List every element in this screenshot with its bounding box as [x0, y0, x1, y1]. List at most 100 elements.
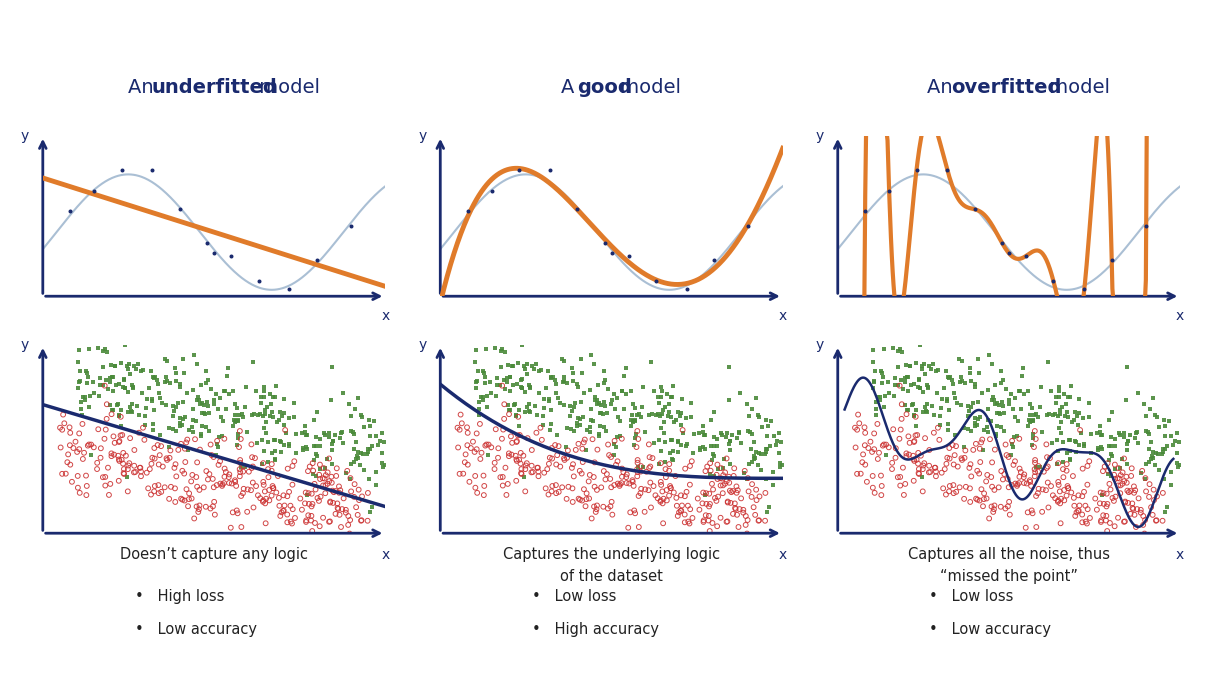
Point — [737, 514, 757, 526]
Point — [329, 481, 349, 492]
Point — [971, 457, 991, 468]
Point — [736, 519, 756, 530]
Text: y: y — [816, 129, 824, 143]
Point — [739, 458, 758, 469]
Point — [1069, 505, 1088, 516]
Point — [133, 365, 153, 376]
Point — [111, 357, 131, 368]
Point — [895, 372, 915, 383]
Point — [155, 482, 175, 493]
Point — [300, 461, 319, 472]
Point — [757, 507, 777, 518]
Point — [662, 412, 681, 423]
Point — [564, 376, 583, 387]
Point — [719, 438, 739, 450]
Point — [1081, 429, 1101, 440]
Point — [516, 460, 536, 471]
Point — [330, 484, 350, 496]
Point — [693, 430, 713, 441]
Point — [608, 456, 627, 467]
Point — [60, 440, 79, 451]
Point — [353, 449, 373, 460]
Point — [182, 469, 202, 480]
Point — [190, 484, 209, 496]
Point — [270, 407, 290, 418]
Point — [1033, 466, 1053, 477]
Point — [327, 463, 346, 474]
Point — [334, 493, 353, 504]
Point — [660, 391, 680, 402]
Point — [547, 387, 566, 398]
Point — [905, 378, 925, 390]
Point — [741, 443, 761, 454]
Point — [1040, 452, 1059, 464]
Point — [1043, 490, 1063, 501]
Point — [1136, 473, 1156, 484]
Point — [318, 467, 338, 478]
Point — [563, 462, 582, 473]
Point — [91, 452, 110, 464]
Point — [248, 490, 268, 501]
Point — [176, 437, 196, 448]
Point — [708, 491, 728, 503]
Point — [215, 543, 235, 554]
Point — [1014, 469, 1033, 480]
Point — [509, 164, 528, 176]
Point — [102, 360, 121, 371]
Point — [1002, 438, 1021, 449]
Point — [910, 383, 929, 394]
Point — [1098, 468, 1118, 480]
Point — [245, 408, 264, 420]
Point — [965, 381, 985, 392]
Point — [1095, 461, 1114, 472]
Point — [103, 385, 122, 396]
Point — [678, 284, 697, 295]
Point — [165, 483, 185, 494]
Point — [746, 484, 766, 496]
Point — [624, 440, 643, 451]
Point — [320, 516, 340, 527]
Point — [1123, 498, 1142, 509]
Point — [868, 453, 888, 464]
Point — [589, 429, 609, 440]
Text: y: y — [21, 338, 29, 352]
Point — [1030, 401, 1049, 413]
Point — [669, 436, 689, 447]
Point — [1074, 440, 1093, 451]
Point — [330, 433, 350, 444]
Point — [361, 420, 380, 431]
Point — [896, 447, 916, 459]
Point — [653, 404, 673, 415]
Point — [927, 366, 947, 377]
Point — [201, 383, 220, 395]
Point — [600, 500, 620, 512]
Point — [671, 439, 691, 450]
Point — [604, 438, 624, 449]
Point — [349, 392, 368, 404]
Point — [723, 485, 742, 496]
Point — [660, 447, 680, 459]
Point — [623, 475, 642, 486]
Point — [904, 475, 923, 487]
Point — [175, 367, 194, 378]
Point — [697, 461, 717, 472]
Point — [756, 474, 775, 485]
Point — [527, 409, 547, 420]
Point — [707, 521, 726, 532]
Point — [623, 476, 642, 487]
Point — [109, 436, 128, 447]
Point — [190, 504, 209, 515]
Point — [701, 415, 720, 426]
Point — [855, 427, 874, 438]
Point — [700, 510, 719, 521]
Point — [736, 399, 756, 410]
Point — [1134, 519, 1153, 530]
Point — [102, 450, 121, 461]
Point — [581, 385, 600, 396]
Point — [861, 436, 881, 447]
Point — [1119, 487, 1139, 498]
Point — [1021, 533, 1041, 544]
Point — [1093, 466, 1113, 477]
Point — [972, 388, 992, 399]
Point — [499, 408, 519, 420]
